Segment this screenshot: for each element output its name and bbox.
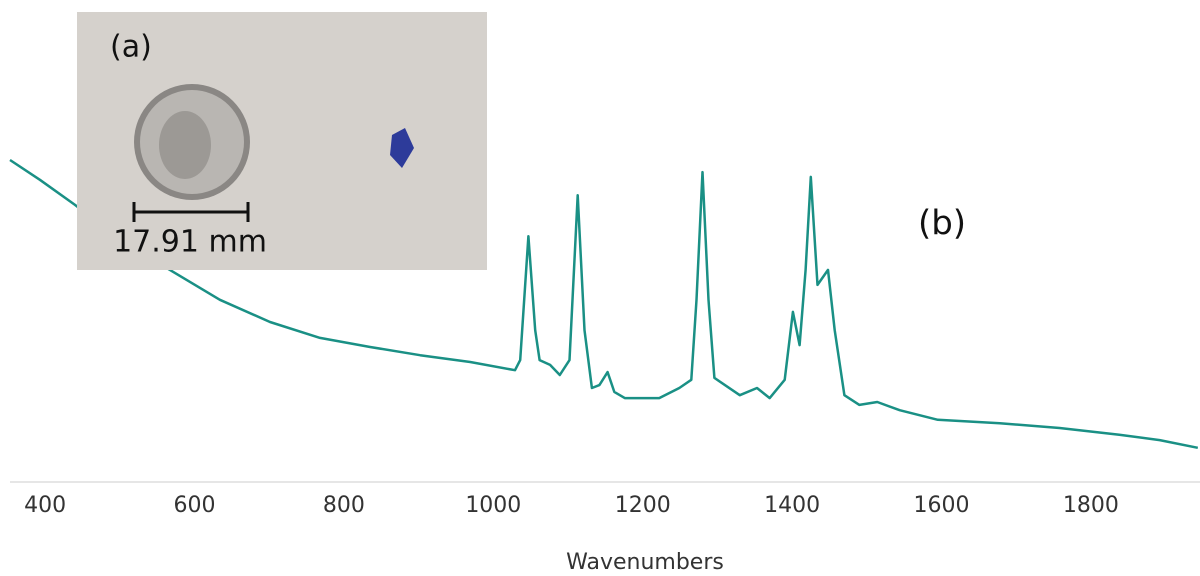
- x-axis-label: Wavenumbers: [566, 550, 724, 575]
- plot-area: 400 600 800 1000 1200 1400 1600 1800: [9, 158, 1200, 518]
- x-tick-label: 1400: [764, 493, 820, 518]
- x-tick-label: 800: [323, 493, 365, 518]
- x-tick-label: 1000: [465, 493, 521, 518]
- x-tick-label: 600: [174, 493, 216, 518]
- annotation: (a): [110, 30, 152, 65]
- x-tick-label: 1800: [1063, 493, 1119, 518]
- annotation: (b): [918, 204, 966, 244]
- photo-inset: (a) 17.91 mm: [77, 12, 487, 270]
- x-tick-label: 1600: [914, 493, 970, 518]
- annotation: 17.91 mm: [113, 225, 267, 260]
- x-tick-label: 400: [24, 493, 66, 518]
- blue-sample: [390, 128, 414, 168]
- coin-portrait: [159, 111, 211, 179]
- x-tick-label: 1200: [615, 493, 671, 518]
- spectrum-line: [9, 158, 1199, 450]
